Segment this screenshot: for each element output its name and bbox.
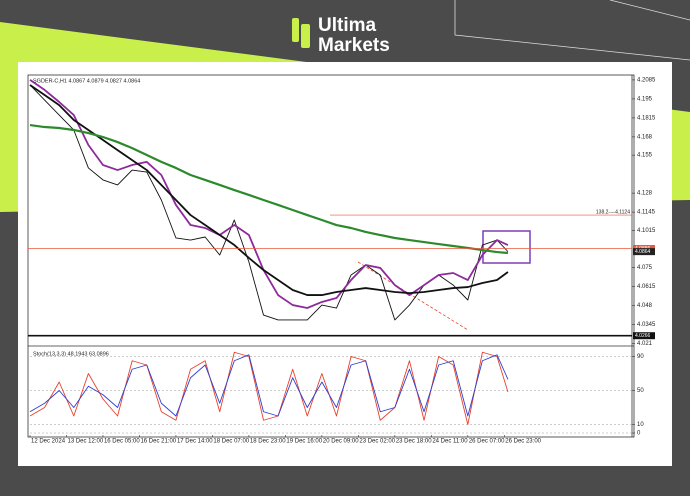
- logo-text: Ultima: [318, 15, 377, 36]
- level-label: 4.0864: [635, 249, 651, 255]
- y-tick-label: 4.0345: [637, 322, 656, 328]
- logo-icon: [301, 24, 310, 48]
- chart-panel: [18, 62, 672, 466]
- level-label: 4.0266: [635, 333, 651, 339]
- y-tick-label: 90: [637, 354, 644, 360]
- x-tick-label: 16 Dec 05:00: [104, 439, 140, 445]
- y-tick-label: 4.1015: [637, 228, 656, 234]
- fib-label: 138.2----4.1124: [596, 209, 630, 215]
- y-tick-label: 4.128: [637, 191, 653, 197]
- x-tick-label: 18 Dec 07:00: [213, 439, 249, 445]
- trend-line: [357, 261, 469, 331]
- x-tick-label: 24 Dec 11:00: [432, 439, 468, 445]
- panel-title: Stoch(13,3,3) 48.1943 63.0896: [33, 351, 109, 357]
- y-tick-label: 50: [637, 388, 644, 394]
- series-line: [29, 84, 509, 296]
- y-tick-label: 4.168: [637, 134, 653, 140]
- y-tick-label: 4.021: [637, 341, 653, 347]
- x-tick-label: 12 Dec 2024: [31, 439, 66, 445]
- x-tick-label: 26 Dec 07:00: [469, 439, 505, 445]
- deco-line: [609, 0, 690, 21]
- panel-title: SGDER-C,H1 4.0867 4.0879 4.0827 4.0864: [33, 78, 140, 84]
- logo-icon: [292, 18, 299, 42]
- logo-text: Markets: [318, 35, 390, 56]
- x-tick-label: 16 Dec 21:00: [140, 439, 176, 445]
- y-tick-label: 4.0615: [637, 284, 656, 290]
- x-tick-label: 23 Dec 18:00: [396, 439, 432, 445]
- highlight-box: [482, 230, 531, 264]
- series-line: [29, 79, 509, 309]
- x-tick-label: 20 Dec 09:00: [323, 439, 359, 445]
- logo: Ultima Markets: [292, 15, 390, 56]
- x-tick-label: 23 Dec 02:00: [359, 439, 395, 445]
- y-tick-label: 4.2085: [637, 78, 656, 84]
- y-tick-label: 4.1145: [637, 210, 656, 216]
- y-tick-label: 4.195: [637, 96, 653, 102]
- y-tick-label: 10: [637, 422, 644, 428]
- chart-frame: [27, 74, 635, 438]
- series-line: [29, 354, 509, 417]
- y-tick-label: 4.075: [637, 265, 653, 271]
- x-tick-label: 19 Dec 16:00: [286, 439, 322, 445]
- y-tick-label: 4.155: [637, 153, 653, 159]
- x-tick-label: 13 Dec 12:00: [67, 439, 103, 445]
- level-box: [633, 332, 655, 340]
- deco-line: [454, 0, 690, 61]
- y-tick-label: 4.048: [637, 303, 653, 309]
- x-tick-label: 17 Dec 14:00: [177, 439, 213, 445]
- level-box: [633, 248, 655, 256]
- y-tick-label: 0: [637, 431, 641, 437]
- series-line: [29, 123, 509, 255]
- y-tick-label: 4.1815: [637, 115, 656, 121]
- x-tick-label: 26 Dec 23:00: [505, 439, 541, 445]
- x-tick-label: 18 Dec 23:00: [250, 439, 286, 445]
